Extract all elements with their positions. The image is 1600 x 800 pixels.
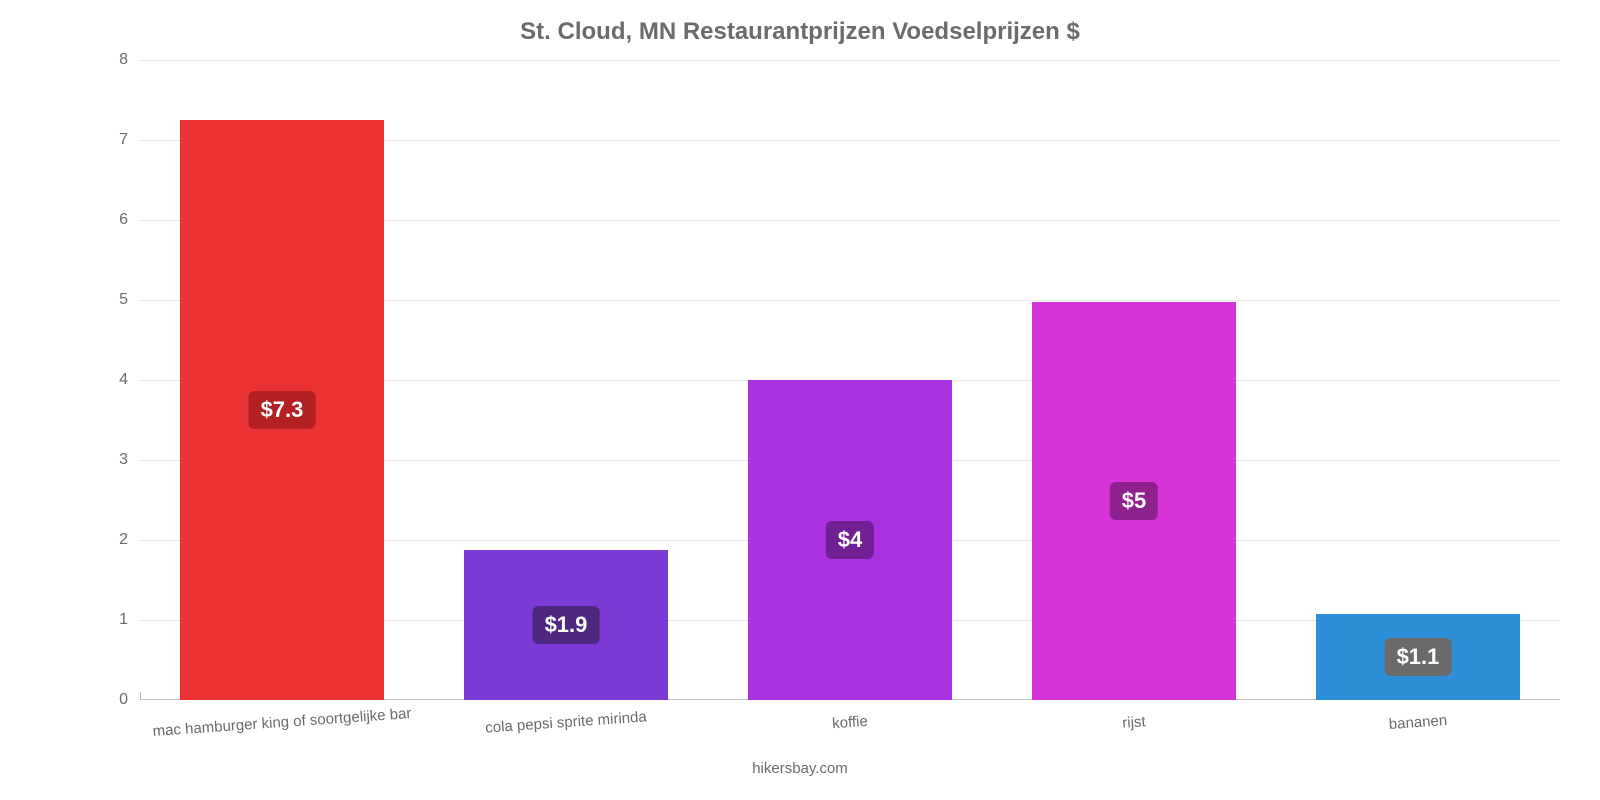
footer-text: hikersbay.com — [752, 760, 848, 777]
y-axis-segment — [140, 692, 141, 700]
bar-value-badge: $7.3 — [249, 391, 316, 429]
x-tick-label: mac hamburger king of soortgelijke bar — [152, 705, 412, 740]
bar-value-badge: $5 — [1110, 482, 1158, 520]
x-tick-label: cola pepsi sprite mirinda — [485, 708, 648, 736]
bar-value-badge: $4 — [826, 521, 874, 559]
bar: $7.3 — [180, 120, 384, 700]
x-tick-label: bananen — [1388, 712, 1447, 733]
bar: $5 — [1032, 302, 1236, 700]
x-tick-label: koffie — [832, 713, 869, 732]
bar: $4 — [748, 380, 952, 700]
x-tick-label: rijst — [1122, 713, 1146, 732]
y-tick-label: 5 — [119, 291, 140, 309]
bar-value-badge: $1.1 — [1385, 638, 1452, 676]
bar: $1.9 — [464, 550, 668, 700]
y-tick-label: 3 — [119, 451, 140, 469]
y-tick-label: 1 — [119, 611, 140, 629]
y-tick-label: 6 — [119, 211, 140, 229]
bars-group: $7.3 $1.9 $4 $5 $1.1 — [140, 60, 1560, 700]
y-tick-label: 0 — [119, 691, 140, 709]
y-tick-label: 7 — [119, 131, 140, 149]
plot-area: $7.3$1.9$4$5$1.1 012345678 — [140, 60, 1560, 700]
y-tick-label: 8 — [119, 51, 140, 69]
bar: $1.1 — [1316, 614, 1520, 700]
bar-value-badge: $1.9 — [533, 606, 600, 644]
chart-container: St. Cloud, MN Restaurantprijzen Voedselp… — [0, 0, 1600, 800]
y-tick-label: 4 — [119, 371, 140, 389]
chart-title: St. Cloud, MN Restaurantprijzen Voedselp… — [0, 18, 1600, 46]
y-tick-label: 2 — [119, 531, 140, 549]
chart-footer: hikersbay.com — [0, 760, 1600, 777]
